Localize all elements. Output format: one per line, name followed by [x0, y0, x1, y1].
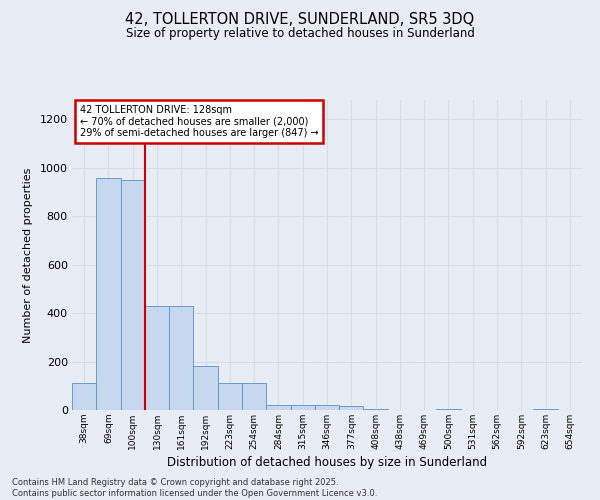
Text: Contains HM Land Registry data © Crown copyright and database right 2025.
Contai: Contains HM Land Registry data © Crown c… [12, 478, 377, 498]
Bar [121, 180, 145, 410]
Bar [315, 405, 339, 410]
Bar [290, 405, 315, 410]
Text: 42 TOLLERTON DRIVE: 128sqm
← 70% of detached houses are smaller (2,000)
29% of s: 42 TOLLERTON DRIVE: 128sqm ← 70% of deta… [80, 104, 318, 138]
Bar [193, 366, 218, 410]
Y-axis label: Number of detached properties: Number of detached properties [23, 168, 33, 342]
X-axis label: Distribution of detached houses by size in Sunderland: Distribution of detached houses by size … [167, 456, 487, 469]
Bar [364, 409, 388, 410]
Bar [145, 306, 169, 410]
Bar [339, 406, 364, 410]
Bar [533, 409, 558, 410]
Text: Size of property relative to detached houses in Sunderland: Size of property relative to detached ho… [125, 28, 475, 40]
Bar [96, 178, 121, 410]
Bar [242, 384, 266, 410]
Bar [218, 384, 242, 410]
Bar [72, 384, 96, 410]
Text: 42, TOLLERTON DRIVE, SUNDERLAND, SR5 3DQ: 42, TOLLERTON DRIVE, SUNDERLAND, SR5 3DQ [125, 12, 475, 28]
Bar [169, 306, 193, 410]
Bar [266, 405, 290, 410]
Bar [436, 409, 461, 410]
